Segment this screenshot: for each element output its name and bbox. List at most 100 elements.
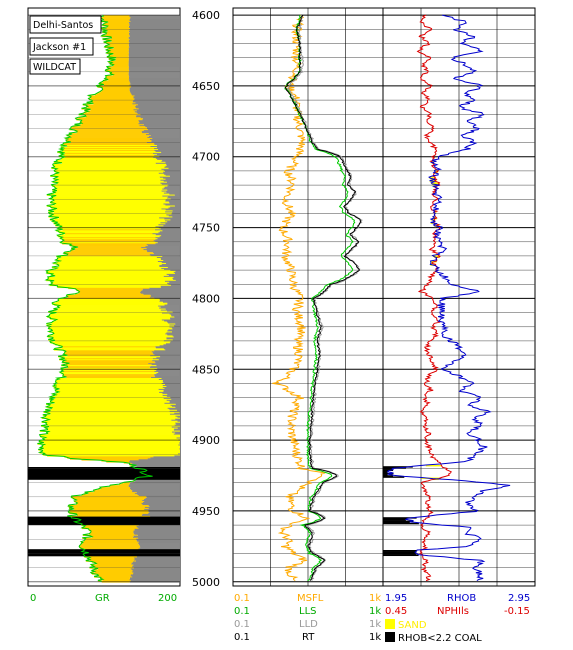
rt-curve: [284, 14, 362, 581]
shale-fill-slice: [155, 239, 180, 241]
sand-fill-slice: [74, 501, 145, 503]
shale-fill-slice: [142, 288, 180, 291]
shale-fill-slice: [153, 156, 180, 159]
sand-fill-slice: [101, 460, 130, 462]
shale-fill-slice: [137, 494, 180, 496]
shale-fill-slice: [129, 484, 180, 486]
shale-fill-slice: [172, 335, 180, 337]
sand-fill-slice: [106, 77, 130, 79]
shale-fill-slice: [170, 284, 180, 287]
shale-fill-slice: [155, 234, 180, 236]
shale-fill-slice: [164, 166, 180, 169]
shale-fill-slice: [172, 431, 180, 433]
shale-fill-slice: [162, 188, 180, 190]
sand-fill-slice: [75, 249, 144, 251]
shale-fill-slice: [154, 144, 180, 146]
coal-fill-slice: [383, 551, 417, 553]
sand-fill-slice: [84, 110, 137, 112]
shale-fill-slice: [160, 259, 180, 261]
shale-fill-slice: [137, 534, 180, 536]
sand-crossover-slice: [430, 263, 433, 265]
shale-fill-slice: [129, 80, 180, 82]
sand-fill-slice: [49, 398, 172, 401]
shale-fill-slice: [149, 506, 180, 508]
shale-fill-slice: [133, 559, 180, 561]
coal-fill-slice: [383, 521, 410, 524]
well-name-label: Jackson #1: [32, 42, 86, 53]
shale-fill-slice: [174, 194, 180, 196]
sand-fill-slice: [81, 121, 139, 123]
sand-fill-slice: [66, 295, 152, 297]
shale-fill-slice: [132, 576, 180, 578]
shale-fill-slice: [133, 557, 180, 559]
sand-fill-slice: [88, 98, 135, 100]
sand-fill-slice: [62, 346, 156, 348]
shale-fill-slice: [172, 311, 180, 313]
sand-fill-slice: [101, 35, 130, 38]
sand-fill-slice: [48, 405, 172, 408]
sand-fill-slice: [77, 514, 142, 517]
sand-fill-slice: [60, 242, 158, 244]
shale-fill-slice: [161, 378, 180, 380]
coal-legend-label: RHOB<2.2 COAL: [398, 633, 482, 644]
sand-fill-slice: [59, 307, 160, 309]
shale-fill-slice: [133, 573, 180, 575]
sand-fill-slice: [67, 139, 150, 141]
sand-fill-slice: [55, 225, 164, 227]
sand-fill-slice: [92, 101, 133, 103]
sand-fill-slice: [72, 498, 146, 500]
shale-fill-slice: [140, 114, 180, 116]
sand-fill-slice: [105, 29, 130, 31]
sand-fill-slice: [45, 423, 177, 425]
coal-fill-slice: [383, 518, 408, 520]
coal-fill-slice: [383, 474, 388, 476]
depth-tick-label: 5000: [192, 576, 220, 589]
sand-fill-slice: [100, 488, 130, 490]
sand-fill-slice: [52, 197, 167, 199]
shale-fill-slice: [152, 252, 180, 254]
sand-fill-slice: [52, 303, 168, 305]
shale-fill-slice: [166, 386, 180, 388]
shale-fill-slice: [159, 391, 180, 394]
sand-fill-slice: [59, 388, 159, 391]
sand-fill-slice: [57, 268, 162, 270]
shale-fill-slice: [133, 570, 180, 572]
shale-fill-slice: [160, 258, 180, 260]
shale-fill-slice: [158, 372, 180, 374]
shale-fill-slice: [138, 495, 180, 497]
sand-fill-slice: [53, 161, 166, 164]
sand-fill-slice: [49, 314, 172, 316]
shale-fill-slice: [136, 560, 180, 562]
shale-fill-slice: [130, 91, 180, 93]
shale-fill-slice: [159, 231, 180, 233]
shale-fill-slice: [128, 68, 180, 70]
shale-fill-slice: [134, 479, 180, 481]
sand-fill-slice: [57, 179, 161, 181]
sand-fill-slice: [51, 215, 169, 217]
sand-fill-slice: [94, 562, 132, 564]
shale-fill-slice: [129, 88, 180, 90]
sand-fill-slice: [102, 31, 130, 34]
sand-fill-slice: [63, 371, 155, 373]
shale-fill-slice: [136, 465, 180, 467]
sand-fill-slice: [62, 229, 155, 231]
shale-fill-slice: [157, 242, 180, 244]
shale-fill-slice: [128, 74, 180, 76]
shale-fill-slice: [144, 508, 180, 511]
shale-fill-slice: [164, 387, 180, 390]
sand-fill-slice: [50, 318, 171, 320]
coal-bed: [28, 467, 180, 480]
sand-fill-slice: [56, 159, 162, 162]
sand-fill-slice: [79, 545, 140, 547]
sand-fill-slice: [46, 323, 176, 325]
sand-fill-slice: [86, 105, 136, 107]
sand-fill-slice: [111, 40, 129, 43]
sand-fill-slice: [63, 144, 155, 146]
sand-fill-slice: [57, 208, 162, 210]
sand-fill-slice: [76, 500, 143, 502]
sand-fill-slice: [57, 160, 162, 163]
sand-fill-slice: [63, 350, 155, 352]
shale-fill-slice: [164, 320, 180, 322]
sand-fill-slice: [61, 257, 157, 259]
shale-fill-slice: [132, 100, 180, 102]
